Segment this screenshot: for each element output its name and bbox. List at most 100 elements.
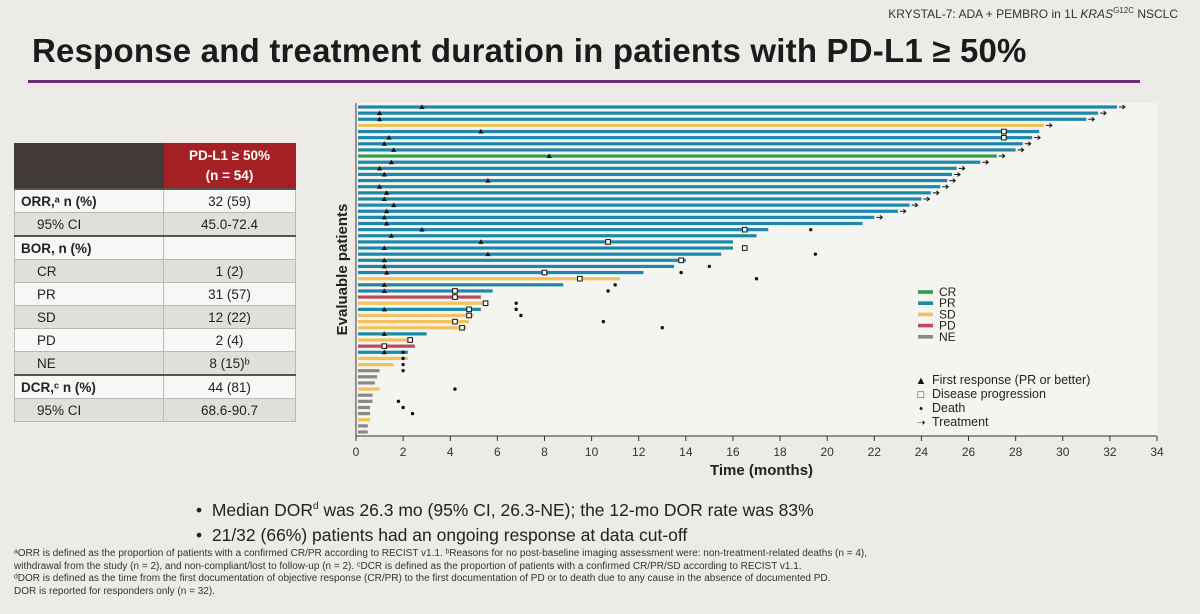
death-marker bbox=[660, 326, 664, 330]
treatment-arrow bbox=[982, 159, 990, 165]
table-row: 95% CI 68.6-90.7 bbox=[14, 398, 296, 422]
first-response-marker bbox=[384, 269, 390, 275]
legend-label-pd: PD bbox=[939, 319, 956, 333]
death-marker bbox=[601, 319, 606, 324]
progression-marker bbox=[452, 288, 458, 294]
death-marker bbox=[401, 350, 405, 354]
patient-bar bbox=[358, 264, 675, 269]
first-response-marker bbox=[388, 233, 394, 238]
legend-swatch-ne bbox=[918, 335, 933, 339]
progression-marker bbox=[407, 337, 413, 343]
treatment-arrow bbox=[899, 208, 907, 214]
patient-bar bbox=[358, 270, 644, 275]
title-divider bbox=[28, 80, 1140, 83]
patient-bar bbox=[358, 283, 564, 287]
first-response-marker bbox=[384, 190, 390, 195]
footnote-line: withdrawal from the study (n = 2), and n… bbox=[14, 560, 802, 572]
death-marker bbox=[813, 252, 818, 256]
progression-marker bbox=[482, 300, 489, 307]
table-header-pdl1: PD-L1 ≥ 50% (n = 54) bbox=[163, 143, 296, 190]
footnotes: ᵃORR is defined as the proportion of pat… bbox=[14, 548, 1184, 598]
patient-bar bbox=[358, 356, 408, 361]
x-tick-label: 32 bbox=[1103, 445, 1117, 459]
patient-bar bbox=[358, 142, 1023, 146]
first-response-marker bbox=[391, 147, 397, 152]
x-tick-label: 12 bbox=[632, 445, 646, 459]
progression-marker bbox=[466, 312, 472, 319]
progression-marker bbox=[541, 269, 548, 276]
patient-bar bbox=[358, 375, 378, 379]
patient-bar bbox=[358, 178, 948, 183]
patient-bar bbox=[358, 166, 957, 170]
patient-bar bbox=[358, 301, 486, 305]
patient-bar bbox=[358, 320, 470, 324]
patient-bar bbox=[358, 148, 1016, 152]
patient-bar bbox=[358, 240, 733, 244]
table-row: ORR,ᵃ n (%) 32 (59) bbox=[14, 188, 296, 213]
x-tick-label: 30 bbox=[1056, 445, 1070, 459]
treatment-arrow bbox=[1045, 123, 1053, 128]
death-marker bbox=[401, 405, 405, 410]
patient-bar bbox=[358, 105, 1117, 109]
patient-bar bbox=[358, 203, 910, 207]
patient-bar bbox=[358, 326, 467, 330]
x-tick-label: 26 bbox=[962, 445, 976, 459]
legend-label-cr: CR bbox=[939, 285, 957, 299]
table-row: SD 12 (22) bbox=[14, 305, 296, 329]
progression-marker bbox=[1001, 128, 1007, 135]
legend-label-ne: NE bbox=[939, 330, 956, 344]
x-tick-label: 6 bbox=[494, 445, 501, 459]
first-response-marker bbox=[478, 128, 484, 134]
treatment-arrow bbox=[1100, 110, 1107, 116]
first-response-marker bbox=[391, 202, 397, 208]
treatment-arrow bbox=[998, 153, 1006, 159]
table-row: PR 31 (57) bbox=[14, 282, 296, 306]
death-marker bbox=[453, 387, 457, 391]
legend-marker-symbol: □ bbox=[918, 389, 925, 401]
x-tick-label: 24 bbox=[915, 445, 929, 459]
first-response-marker bbox=[381, 306, 387, 312]
x-tick-label: 16 bbox=[726, 445, 740, 459]
death-marker bbox=[754, 276, 759, 281]
treatment-arrow bbox=[1088, 116, 1096, 122]
death-marker bbox=[707, 264, 712, 269]
first-response-marker bbox=[376, 116, 383, 122]
patient-bar bbox=[358, 160, 981, 164]
table-row: 95% CI 45.0-72.4 bbox=[14, 212, 296, 237]
patient-bar bbox=[358, 172, 953, 177]
legend-swatch-cr bbox=[918, 290, 933, 294]
death-marker bbox=[410, 411, 415, 416]
table-row: DCR,ᶜ n (%) 44 (81) bbox=[14, 374, 296, 399]
first-response-marker bbox=[478, 239, 484, 244]
patient-bar bbox=[358, 129, 1040, 134]
progression-marker bbox=[741, 226, 748, 233]
patient-bar bbox=[358, 418, 371, 422]
patient-bar bbox=[358, 412, 371, 416]
progression-marker bbox=[452, 294, 458, 300]
legend-marker-label: Disease progression bbox=[932, 387, 1046, 401]
key-findings: • Median DORd was 26.3 mo (95% CI, 26.3-… bbox=[196, 494, 814, 548]
first-response-marker bbox=[381, 331, 387, 336]
progression-marker bbox=[452, 318, 458, 325]
legend-marker-symbol: • bbox=[919, 403, 923, 415]
legend-marker-label: Treatment bbox=[932, 415, 989, 429]
x-tick-label: 28 bbox=[1009, 445, 1023, 459]
plot-area bbox=[356, 103, 1157, 436]
first-response-marker bbox=[381, 214, 387, 220]
patient-bar bbox=[358, 381, 375, 385]
bullet-item: • 21/32 (66%) patients had an ongoing re… bbox=[196, 524, 688, 545]
progression-marker bbox=[1001, 134, 1007, 141]
x-tick-label: 8 bbox=[541, 445, 548, 459]
treatment-arrow bbox=[942, 184, 950, 190]
first-response-marker bbox=[546, 153, 552, 159]
x-tick-label: 18 bbox=[773, 445, 787, 459]
treatment-arrow bbox=[911, 202, 919, 208]
patient-bar bbox=[358, 399, 373, 403]
first-response-marker bbox=[386, 135, 392, 140]
treatment-arrow bbox=[1034, 135, 1041, 141]
patient-bar bbox=[358, 252, 722, 256]
progression-marker bbox=[678, 257, 684, 264]
treatment-arrow bbox=[876, 214, 884, 220]
progression-marker bbox=[741, 245, 748, 251]
